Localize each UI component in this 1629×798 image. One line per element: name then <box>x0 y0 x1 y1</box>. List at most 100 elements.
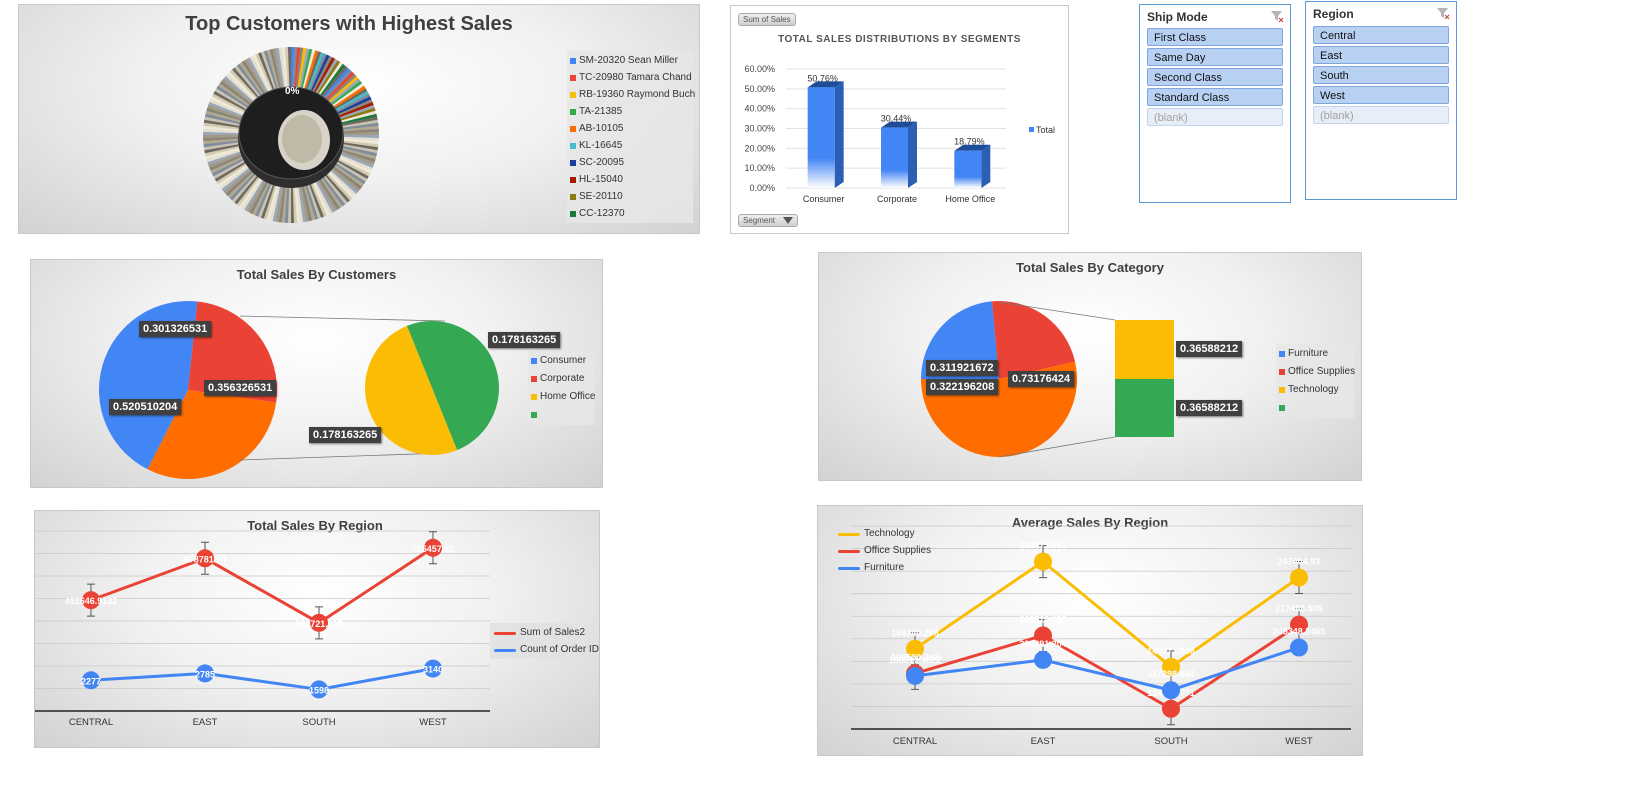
data-point <box>1034 552 1052 571</box>
bar-label: 0.36588212 <box>1176 400 1243 416</box>
legend-label: RB-19360 Raymond Buch <box>579 89 696 100</box>
legend-swatch <box>570 58 576 64</box>
pie-slice <box>992 301 1076 379</box>
clear-filter-icon[interactable] <box>1436 6 1450 25</box>
legend-label: Total <box>1036 125 1055 135</box>
region-line-chart: CENTRAL EAST SOUTH WEST 492646.9132 678781.24… <box>35 530 490 728</box>
chart-title: Top Customers with Highest Sales <box>185 13 513 35</box>
slice-label: 0.178163265 <box>488 332 561 348</box>
series-line <box>90 546 434 625</box>
legend-swatch <box>570 177 576 183</box>
clear-filter-icon[interactable] <box>1270 9 1284 28</box>
segment-filter-label: Segment <box>743 216 776 225</box>
data-point <box>1162 681 1180 700</box>
bar-segment-technology <box>1115 320 1174 379</box>
bar-side <box>834 81 844 188</box>
slicer-item-west[interactable]: West <box>1313 86 1449 104</box>
data-label: 2277 <box>81 676 101 686</box>
legend-label: TA-21385 <box>579 106 623 117</box>
sales-by-region-chart[interactable]: Total Sales By Region CENTRAL EAST SOUTH WE… <box>34 510 600 748</box>
slicer-item-east[interactable]: East <box>1313 46 1449 64</box>
avg-legend-item: Office Supplies <box>834 542 944 559</box>
legend-swatch <box>1279 387 1285 393</box>
legend-swatch <box>1279 369 1285 375</box>
sales-by-customers-chart[interactable]: Total Sales By Customers 0.301326531 0.3… <box>30 259 603 488</box>
bar <box>881 127 908 188</box>
legend-swatch <box>570 109 576 115</box>
region-slicer: Region Central East South West (blank) <box>1305 1 1457 200</box>
legend-label: Corporate <box>540 373 585 384</box>
segments-bars: 0.00% 10.00% 20.00% 30.00% 40.00% 50.00% 60.00… <box>744 64 1055 204</box>
data-point <box>310 680 328 699</box>
x-tick-label: Home Office <box>945 194 995 204</box>
slicer-item-same-day[interactable]: Same Day <box>1147 48 1283 66</box>
slicer-item-blank[interactable]: (blank) <box>1313 106 1449 124</box>
data-point <box>310 613 328 632</box>
x-tick-label: EAST <box>193 717 218 728</box>
customer-legend-item: TA-21385 <box>567 103 693 120</box>
data-label: 205516.055 <box>1019 614 1067 624</box>
y-tick-label: 40.00% <box>744 104 775 114</box>
segments-chart[interactable]: Sum of Sales TOTAL SALES DISTRIBUTIONS B… <box>730 5 1069 234</box>
legend-swatch <box>570 211 576 217</box>
customers-legend-item <box>528 406 595 424</box>
legend-label: AB-10105 <box>579 123 624 134</box>
customers-donut <box>203 47 379 223</box>
bar-top <box>807 81 844 88</box>
legend-label: SM-20320 Sean Miller <box>579 55 678 66</box>
legend-swatch <box>531 394 537 400</box>
sum-of-sales-button[interactable]: Sum of Sales <box>738 13 796 26</box>
bar <box>807 87 835 188</box>
x-tick-label: CENTRAL <box>69 717 113 728</box>
x-tick-label: SOUTH <box>1154 736 1187 747</box>
slicer-item-first-class[interactable]: First Class <box>1147 28 1283 46</box>
pie-slice <box>365 325 458 456</box>
legend-label: HL-15040 <box>579 174 623 185</box>
pie-slice <box>921 301 999 379</box>
y-tick-label: 30.00% <box>744 124 775 134</box>
legend-swatch <box>570 126 576 132</box>
customer-legend-item: HL-15040 <box>567 171 693 188</box>
avg-sales-by-region-chart[interactable]: Average Sales By Region CENTRAL EAST SOUTH… <box>817 505 1363 756</box>
x-tick-label: WEST <box>1285 736 1313 747</box>
data-label: 247404.93 <box>1278 557 1321 567</box>
customer-legend-item: SM-20320 Sean Miller <box>567 52 693 69</box>
data-label: 264973.981 <box>1019 541 1067 551</box>
x-tick-label: Consumer <box>803 194 845 204</box>
legend-label: Sum of Sales2 <box>520 627 586 638</box>
segment-filter-button[interactable]: Segment <box>738 214 799 227</box>
data-point <box>1290 638 1308 657</box>
data-label: 208291.204 <box>1019 639 1067 649</box>
slicer-title: Ship Mode <box>1147 10 1208 24</box>
legend-swatch <box>570 143 576 149</box>
legend-line <box>838 567 860 570</box>
avg-line-chart: CENTRAL EAST SOUTH WEST 168740.208 264973.981… <box>851 525 1351 747</box>
avg-legend-item: Furniture <box>834 559 944 576</box>
slicer-item-standard-class[interactable]: Standard Class <box>1147 88 1283 106</box>
y-tick-label: 0.00% <box>749 183 775 193</box>
slice-label: 0.322196208 <box>926 379 999 395</box>
y-tick-label: 20.00% <box>744 143 775 153</box>
customer-legend-item: KL-16645 <box>567 137 693 154</box>
bar-data-label: 50.76% <box>807 73 838 83</box>
legend-label: TC-20980 Tamara Chand <box>579 72 692 83</box>
data-label: 2785 <box>195 669 215 679</box>
top-customers-chart[interactable]: Top Customers with Highest Sales 0% SM-2… <box>18 4 700 234</box>
legend-swatch <box>1279 405 1285 411</box>
slicer-item-blank[interactable]: (blank) <box>1147 108 1283 126</box>
slicer-item-south[interactable]: South <box>1313 66 1449 84</box>
slicer-item-central[interactable]: Central <box>1313 26 1449 44</box>
legend-swatch <box>570 92 576 98</box>
category-legend-item <box>1276 399 1354 417</box>
pie-slice <box>406 321 499 451</box>
legend-label: SC-20095 <box>579 157 625 168</box>
chart-title: TOTAL SALES DISTRIBUTIONS BY SEGMENTS <box>778 34 1021 45</box>
slicer-item-second-class[interactable]: Second Class <box>1147 68 1283 86</box>
slicer-title: Region <box>1313 7 1354 21</box>
bar <box>954 150 982 188</box>
slice-label: 0.356326531 <box>204 380 277 396</box>
legend-line <box>838 550 860 553</box>
data-point <box>906 666 924 685</box>
legend-swatch <box>1029 127 1034 132</box>
sales-by-category-chart[interactable]: Total Sales By Category 0.311921672 0.32… <box>818 252 1362 481</box>
